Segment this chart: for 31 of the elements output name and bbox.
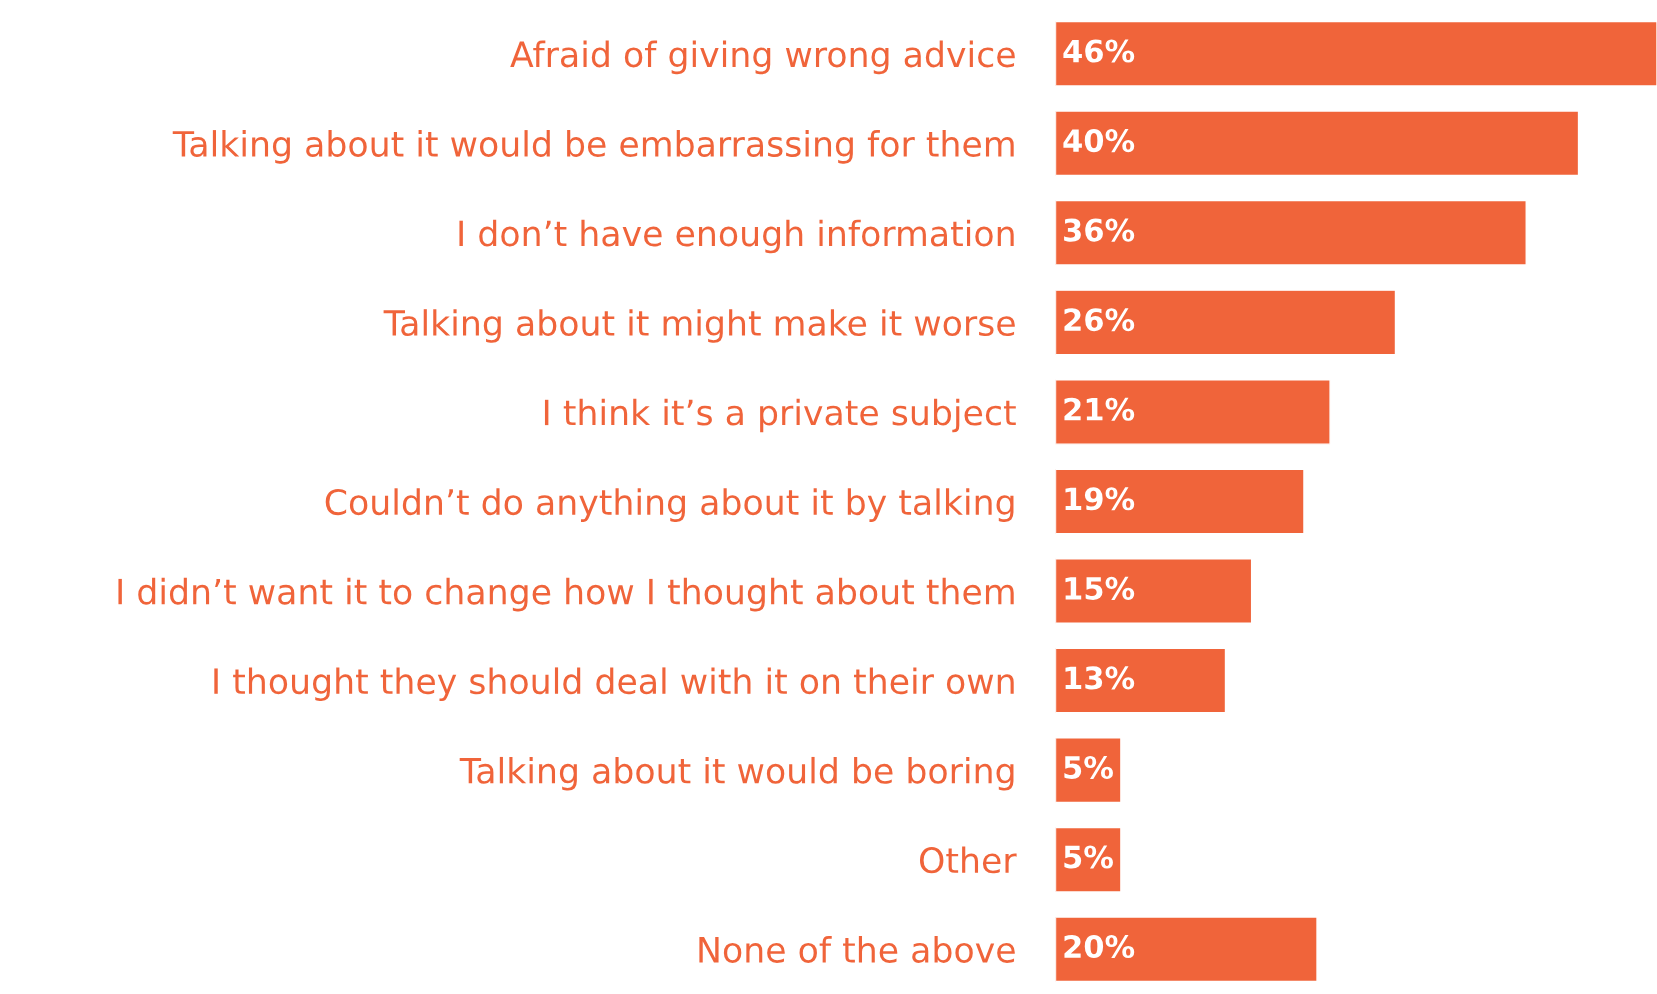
y-tick-label: Talking about it would be embarrassing for them: [172, 130, 1014, 164]
data-label: 19%: [1065, 487, 1135, 511]
data-label: 46%: [1063, 39, 1135, 63]
y-tick-label: I think it’s a private subject: [544, 398, 1016, 433]
y-tick-label: None of the above: [699, 936, 1015, 963]
bar: [1055, 468, 1305, 535]
bar: [1055, 647, 1227, 714]
y-tick-label: Talking about it would be boring: [459, 756, 1014, 791]
data-label: 20%: [1064, 934, 1135, 959]
data-label: 15%: [1065, 576, 1135, 600]
data-label: 13%: [1065, 666, 1135, 690]
bar: [1055, 110, 1580, 177]
bar: [1055, 199, 1527, 266]
data-label: 40%: [1063, 129, 1135, 153]
bar: [1055, 558, 1253, 624]
y-tick-label: Couldn’t do anything about it by talking: [325, 488, 1014, 522]
data-label: 5%: [1064, 845, 1113, 869]
data-label: 5%: [1064, 755, 1113, 779]
y-tick-label: Afraid of giving wrong advice: [510, 40, 1015, 75]
data-label: 26%: [1064, 308, 1135, 332]
data-label: 21%: [1064, 397, 1135, 421]
y-tick-label: I thought they should deal with it on their own: [214, 667, 1014, 701]
y-tick-label: Other: [919, 846, 1017, 874]
bar: [1055, 289, 1397, 356]
bar: [1055, 378, 1331, 445]
y-tick-label: Talking about it might make it worse: [383, 309, 1015, 343]
y-tick-label: I don’t have enough information: [459, 219, 1014, 254]
y-tick-label: I didn’t want it to change how I thought about them: [118, 577, 1014, 612]
bar: [1055, 916, 1318, 983]
data-label: 36%: [1064, 218, 1135, 242]
bar: [1055, 20, 1657, 87]
